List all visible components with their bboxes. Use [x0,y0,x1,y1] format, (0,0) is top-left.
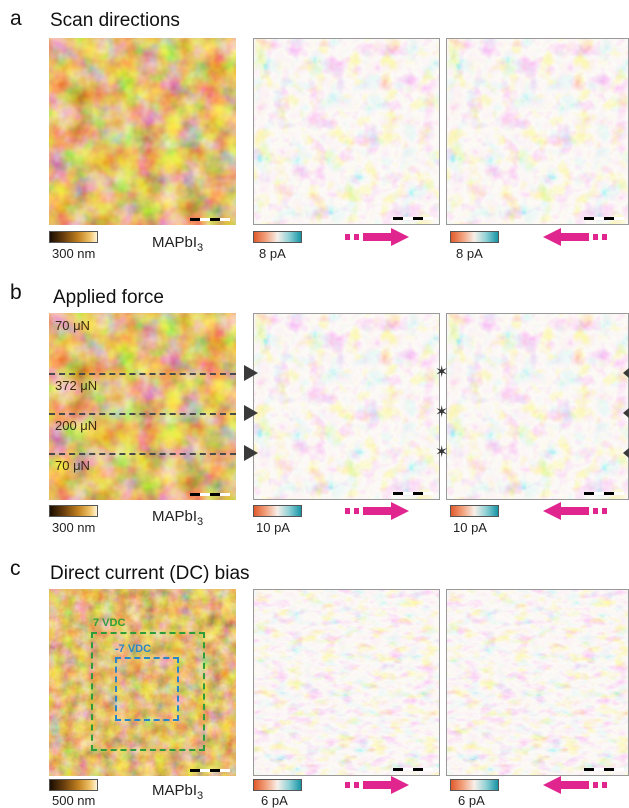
force-label-4: 70 μN [55,458,90,473]
panel-a-backward-arrow-icon [543,228,607,246]
force-label-1: 70 μN [55,318,90,333]
force-marker-triangle-3 [244,445,258,461]
bias-label-inner: -7 VDC [115,643,152,655]
force-marker-star-1: ✶ [435,364,449,381]
force-marker-star-2: ✶ [435,404,449,421]
force-marker-triangle-2 [244,405,258,421]
panel-b-topo-scale: 300 nm [52,520,96,535]
force-label-2: 372 μN [55,378,98,393]
force-divider-2 [49,413,236,415]
force-marker-edge-2 [623,408,629,418]
bias-box-inner [115,657,179,721]
panel-c-current-image-forward [253,589,440,776]
force-marker-star-3: ✶ [435,444,449,461]
panel-c-forward-arrow-icon [345,776,409,794]
panel-a-current-image-backward [446,38,629,225]
panel-a-topography-image [49,38,236,225]
bias-label-outer: 7 VDC [93,617,126,629]
panel-c-current-colorbar-2 [450,779,499,791]
panel-c-topography-image: 7 VDC -7 VDC [49,589,236,776]
panel-c-topo-scale: 500 nm [52,793,96,808]
panel-b-current-image-backward [446,313,629,500]
panel-c-title: Direct current (DC) bias [50,563,250,584]
panel-a-current-colorbar-1 [253,231,302,243]
panel-b-title: Applied force [53,287,164,308]
panel-c-letter: c [10,557,21,580]
panel-a-material: MAPbI3 [152,234,204,254]
panel-a-topo-colorbar [49,231,98,243]
bias-box-outer [91,632,205,751]
force-marker-edge-1 [623,368,629,378]
panel-b-current-scale-2: 10 pA [453,520,487,535]
panel-b-current-colorbar-1 [253,505,302,517]
panel-a-current-scale-1: 8 pA [259,246,286,261]
panel-b-material: MAPbI3 [152,508,204,528]
panel-c-current-scale-2: 6 pA [458,793,485,808]
panel-c-material: MAPbI3 [152,782,204,802]
panel-b-current-image-forward [253,313,440,500]
panel-c-topo-colorbar [49,779,98,791]
force-divider-3 [49,453,236,455]
panel-b-topography-image [49,313,236,500]
force-divider-1 [49,373,236,375]
panel-a-current-image-forward [253,38,440,225]
force-label-3: 200 μN [55,418,98,433]
panel-a-forward-arrow-icon [345,228,409,246]
panel-a-letter: a [10,7,22,30]
panel-b-letter: b [10,281,22,304]
panel-b-forward-arrow-icon [345,502,409,520]
panel-a-current-colorbar-2 [450,231,499,243]
panel-b-topo-colorbar [49,505,98,517]
panel-a-title: Scan directions [50,10,180,31]
panel-b-current-scale-1: 10 pA [256,520,290,535]
panel-b-backward-arrow-icon [543,502,607,520]
panel-a-current-scale-2: 8 pA [456,246,483,261]
panel-b-current-colorbar-2 [450,505,499,517]
panel-c-current-colorbar-1 [253,779,302,791]
panel-a-topo-scale: 300 nm [52,246,96,261]
force-marker-edge-3 [623,448,629,458]
panel-c-backward-arrow-icon [543,776,607,794]
panel-c-current-image-backward [446,589,629,776]
force-marker-triangle-1 [244,365,258,381]
panel-c-current-scale-1: 6 pA [261,793,288,808]
